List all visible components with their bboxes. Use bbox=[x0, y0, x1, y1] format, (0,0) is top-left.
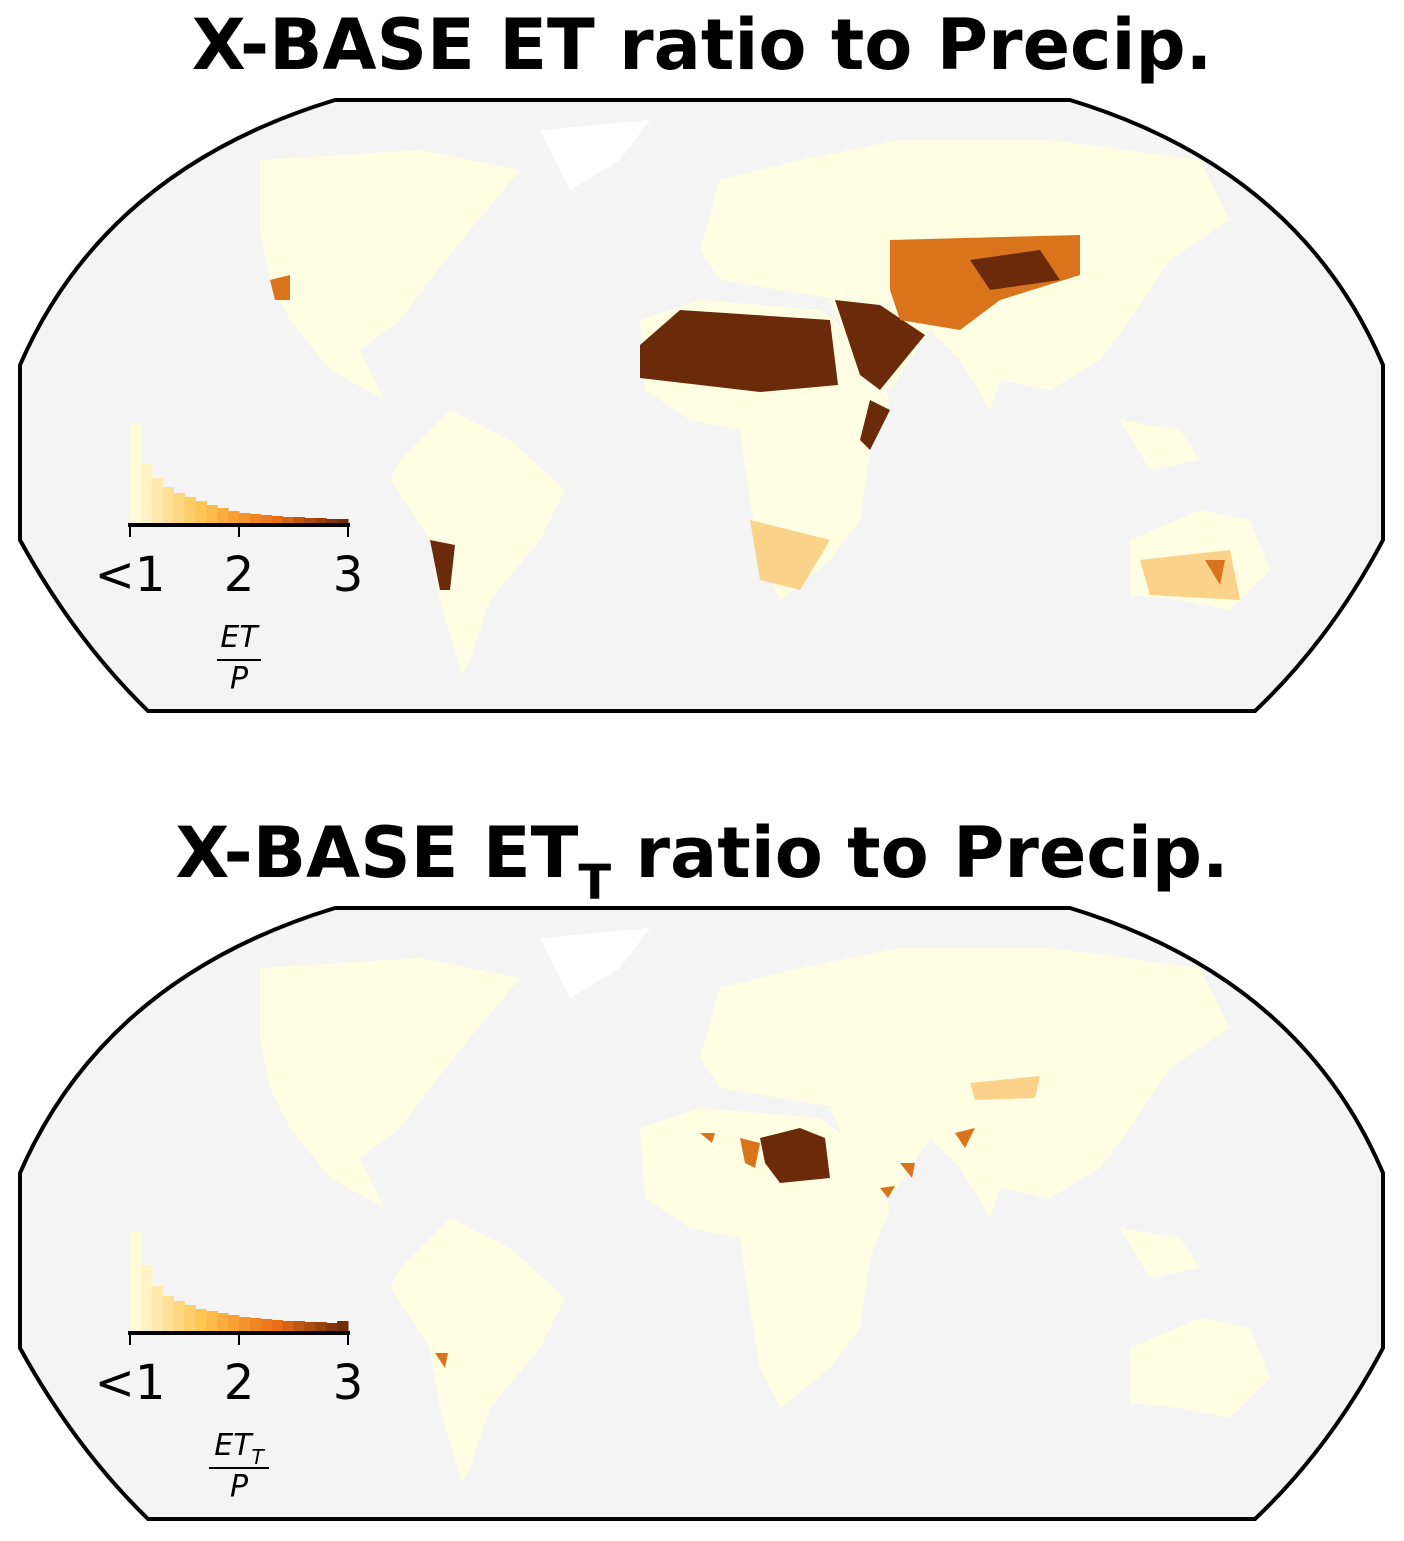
title-rest: ratio to Precip. bbox=[611, 812, 1228, 894]
histogram-bar bbox=[271, 1320, 284, 1331]
histogram-bar bbox=[140, 463, 153, 523]
histogram-bar bbox=[337, 519, 349, 523]
colorbar-label-numerator: ETT bbox=[214, 1428, 265, 1469]
histogram-bar bbox=[206, 1311, 218, 1331]
panel: X-BASE ET ratio to Precip. <1 2 3 ET P bbox=[18, 4, 1385, 713]
map-frame bbox=[18, 98, 1385, 713]
panel-title: X-BASE ET ratio to Precip. bbox=[192, 4, 1212, 86]
histogram-bar bbox=[206, 505, 218, 523]
histogram-bar bbox=[304, 1322, 316, 1331]
tick-label: <1 bbox=[95, 547, 166, 603]
histogram-bar bbox=[162, 1296, 175, 1331]
colorbar-label-denominator: P bbox=[230, 662, 249, 697]
tick-label: 3 bbox=[333, 547, 364, 603]
tick-label: 2 bbox=[224, 547, 255, 603]
histogram-bar bbox=[228, 1315, 240, 1331]
histogram-bar bbox=[151, 478, 164, 523]
numerator-subscript: T bbox=[252, 1445, 266, 1469]
histogram-bar bbox=[239, 513, 251, 523]
histogram-bar bbox=[162, 487, 175, 523]
colorbar-histogram: <1 2 3 ET P bbox=[95, 423, 364, 697]
histogram-bar bbox=[315, 518, 327, 523]
histogram-bar bbox=[260, 1319, 273, 1331]
histogram-bar bbox=[337, 1321, 349, 1331]
histogram-bar bbox=[173, 1301, 185, 1331]
high-ratio-regions bbox=[435, 1076, 1040, 1368]
histogram-bar bbox=[239, 1317, 251, 1331]
map-frame bbox=[18, 906, 1385, 1521]
histogram-bar bbox=[217, 508, 229, 523]
tick-label: 3 bbox=[333, 1355, 364, 1411]
histogram-bar bbox=[130, 423, 142, 523]
histogram-bar bbox=[195, 501, 207, 523]
histogram-bar bbox=[151, 1286, 164, 1331]
histogram-bar bbox=[293, 517, 305, 523]
numerator-text: ET bbox=[214, 1428, 254, 1463]
histogram-bar bbox=[315, 1322, 327, 1331]
histogram-bar bbox=[326, 519, 338, 523]
colorbar-label-denominator: P bbox=[230, 1470, 249, 1505]
histogram-bar bbox=[293, 1321, 305, 1331]
title-main: X-BASE ET bbox=[175, 812, 578, 894]
histogram-bar bbox=[173, 493, 185, 523]
histogram-bar bbox=[249, 514, 262, 523]
histogram-bar bbox=[130, 1231, 142, 1331]
numerator-text: ET bbox=[220, 620, 260, 655]
high-ratio-regions bbox=[270, 235, 1240, 600]
histogram-bar bbox=[140, 1266, 153, 1331]
histogram-bar bbox=[304, 518, 316, 523]
histogram-bar bbox=[271, 516, 284, 523]
title-subscript: T bbox=[578, 855, 611, 911]
histogram-bar bbox=[184, 1305, 196, 1331]
histogram-bar bbox=[195, 1309, 207, 1331]
histogram-bar bbox=[184, 497, 196, 523]
tick-label: <1 bbox=[95, 1355, 166, 1411]
histogram-bar bbox=[217, 1313, 229, 1331]
tick-label: 2 bbox=[224, 1355, 255, 1411]
panel-title: X-BASE ETT ratio to Precip. bbox=[175, 812, 1228, 911]
histogram-bar bbox=[260, 515, 273, 523]
histogram-bar bbox=[228, 511, 240, 523]
colorbar-label-numerator: ET bbox=[220, 620, 260, 655]
histogram-bar bbox=[282, 517, 294, 523]
histogram-bar bbox=[282, 1321, 294, 1331]
histogram-bar bbox=[249, 1318, 262, 1331]
histogram-bar bbox=[326, 1323, 338, 1331]
